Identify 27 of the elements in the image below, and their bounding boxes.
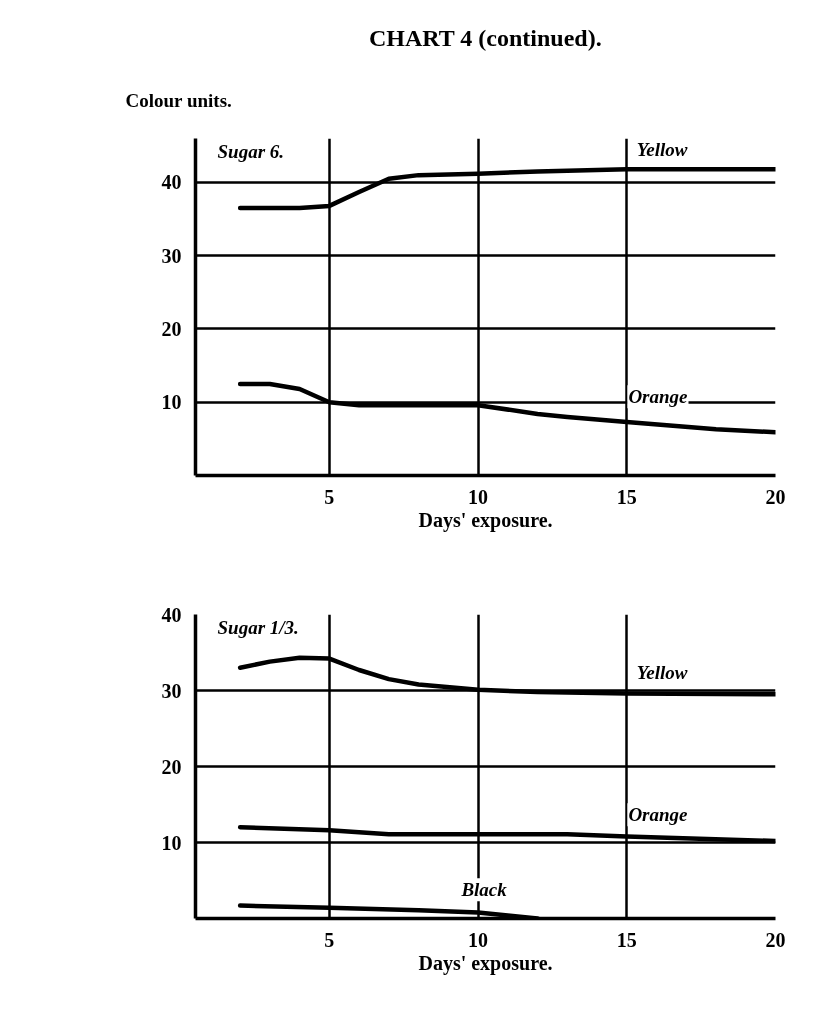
series-label: Black (460, 879, 508, 901)
y-axis-title: Colour units. (125, 89, 232, 111)
x-tick-label: 10 (468, 485, 489, 508)
y-tick-label: 30 (161, 679, 182, 702)
annotation: Sugar 1/3. (217, 616, 299, 638)
x-tick-label: 10 (468, 928, 489, 951)
chart-title: CHART 4 (continued). (368, 24, 602, 51)
x-tick-label: 15 (616, 928, 637, 951)
x-tick-label: 5 (324, 928, 335, 951)
series-label: Yellow (636, 662, 688, 684)
annotation: Sugar 6. (217, 140, 285, 162)
x-tick-label: 20 (765, 485, 786, 508)
y-tick-label: 10 (161, 831, 182, 854)
x-tick-label: 5 (324, 485, 335, 508)
y-tick-label: 30 (161, 244, 182, 267)
x-tick-label: 20 (765, 928, 786, 951)
series-label: Orange (628, 804, 689, 826)
x-tick-label: 15 (616, 485, 637, 508)
y-tick-label: 10 (161, 391, 182, 414)
y-tick-label: 20 (161, 755, 182, 778)
y-tick-label: 20 (161, 317, 182, 340)
x-axis-title: Days' exposure. (418, 951, 553, 975)
series-label: Orange (628, 386, 689, 408)
y-tick-label: 40 (161, 603, 182, 626)
x-axis-title: Days' exposure. (418, 508, 553, 532)
y-tick-label: 40 (161, 171, 182, 194)
series-label: Yellow (636, 139, 688, 161)
